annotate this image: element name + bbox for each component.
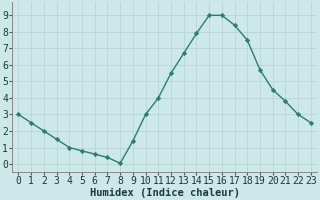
X-axis label: Humidex (Indice chaleur): Humidex (Indice chaleur) [90, 188, 240, 198]
